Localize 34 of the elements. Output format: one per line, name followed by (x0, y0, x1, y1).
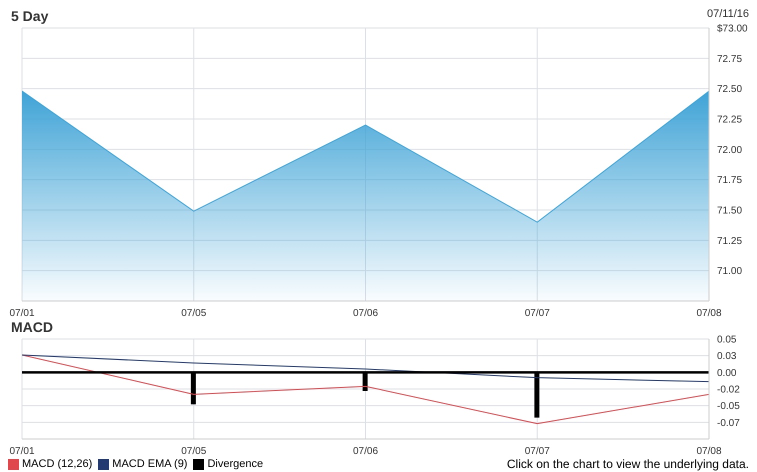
x-tick-label: 07/07 (524, 308, 550, 320)
y-tick-label: 71.50 (717, 206, 742, 217)
x-tick-label: 07/08 (696, 308, 722, 320)
chart-title: MACD (11, 319, 53, 335)
x-tick-label: 07/01 (9, 446, 35, 458)
x-tick-label: 07/05 (181, 446, 207, 458)
chart-subtitle: 07/11/16 (706, 8, 749, 22)
y-tick-label: 71.75 (717, 175, 742, 186)
y-tick-label: 72.75 (717, 54, 742, 65)
y-tick-label: 0.00 (717, 368, 737, 379)
y-tick-label: $73.00 (717, 24, 748, 35)
text: Click on the chart to view the underlying data. (506, 457, 749, 471)
legend-label: MACD (12,26) (22, 458, 92, 470)
x-tick-label: 07/07 (524, 446, 550, 458)
y-tick-label: 71.00 (717, 266, 742, 278)
y-tick-label: -0.07 (717, 418, 740, 429)
x-tick-label: 07/05 (181, 308, 207, 320)
line-series (22, 354, 709, 382)
chart-title: 5 Day (11, 8, 48, 24)
y-tick-label: -0.02 (717, 384, 740, 396)
y-tick-label: 72.00 (717, 144, 742, 156)
y-tick-label: 72.50 (717, 84, 742, 96)
y-tick-label: 0.03 (717, 351, 737, 362)
x-tick-label: 07/01 (9, 308, 35, 320)
line-series (22, 354, 709, 424)
x-tick-label: 07/06 (352, 308, 378, 320)
legend-label: MACD EMA (9) (112, 458, 188, 470)
y-tick-label: 71.25 (717, 236, 742, 247)
y-tick-label: 72.25 (717, 114, 742, 126)
y-tick-label: 0.05 (717, 334, 737, 346)
legend-label: Divergence (207, 458, 264, 470)
x-tick-label: 07/08 (696, 446, 722, 458)
y-tick-label: -0.05 (717, 401, 740, 412)
x-tick-label: 07/06 (352, 446, 378, 458)
